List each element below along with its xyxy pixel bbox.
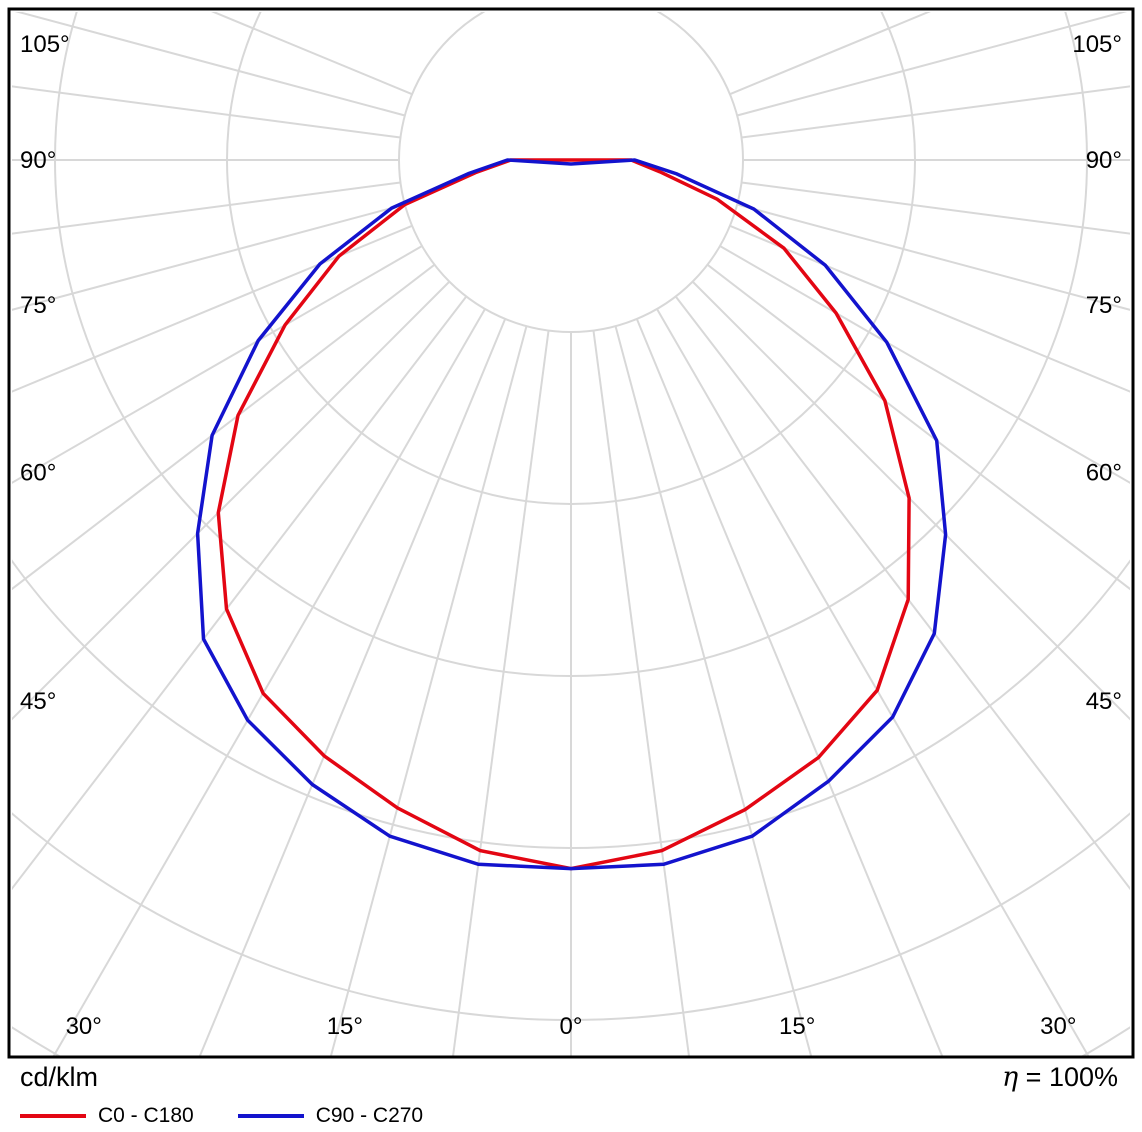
grid-spoke [12,85,401,139]
grid-spoke [329,325,528,1056]
curve-c90-c270 [195,158,948,871]
grid-spoke [12,280,451,721]
angle-label: 30° [1040,1013,1076,1040]
grid-spoke [12,181,401,235]
legend-entry-c0-c180: C0 - C180 [20,1104,194,1128]
grid-spoke [719,245,1130,484]
grid-spoke [706,263,1130,591]
angle-label: 15° [327,1013,363,1040]
angle-label: 15° [779,1013,815,1040]
legend-swatch-red-line [20,1114,86,1118]
legend-swatch-blue-line [237,1114,304,1118]
grid-spoke [736,12,1128,117]
grid-spoke [592,330,690,1056]
grid-spoke [736,203,1130,311]
angle-label: 75° [1086,292,1122,319]
polar-grid [12,12,1130,1056]
angle-label: 45° [1086,688,1122,715]
grid-spoke [452,330,550,1056]
grid-spoke [729,224,1130,393]
legend-label-c0-c180: C0 - C180 [98,1104,194,1127]
grid-spoke [12,203,406,311]
grid-spoke [741,85,1130,139]
plot-border [7,7,1135,1059]
grid-spoke [198,318,507,1056]
grid-spoke [635,318,944,1056]
grid-spoke [14,12,406,117]
curves [195,158,948,871]
legend-label-c90-c270: C90 - C270 [315,1104,424,1127]
angle-label: 75° [20,292,56,319]
grid-spoke [691,280,1130,721]
legend: C0 - C180 C90 - C270 [20,1104,423,1128]
grid-spoke [52,308,486,1056]
polar-chart: 0° 15° 15° 30° 30° 45° 45° 60° 60° 75° 75° 90° 90° 10… [7,7,1135,1059]
grid-spoke [12,263,436,591]
grid-spoke [741,181,1130,235]
grid-spoke [674,295,1130,891]
grid-spoke [12,245,423,484]
angle-label: 90° [20,147,56,174]
legend-entry-c90-c270: C90 - C270 [237,1104,424,1128]
grid-ring [398,12,744,333]
grid-spoke [12,224,413,393]
angle-label: 60° [1086,459,1122,486]
angle-label: 45° [20,688,56,715]
curve-c0-c180 [216,158,911,871]
angle-label: 105° [20,31,70,58]
chart-footer: cd/klm η = 100% C0 - C180 C90 - C270 [0,1060,1142,1132]
grid-spoke [614,325,813,1056]
angle-label: 0° [560,1013,583,1040]
angle-label: 90° [1086,147,1122,174]
angle-label: 30° [66,1013,102,1040]
grid-spoke [12,295,468,891]
unit-label: cd/klm [20,1062,99,1092]
angle-label: 105° [1072,31,1122,58]
grid-spoke [729,12,931,96]
grid-spoke [656,308,1090,1056]
grid-spoke [211,12,413,96]
angle-label: 60° [20,459,56,486]
angle-labels: 0° 15° 15° 30° 30° 45° 45° 60° 60° 75° 75° 90° 90° 10… [20,31,1122,1040]
efficiency-label: η = 100% [1001,1062,1118,1093]
